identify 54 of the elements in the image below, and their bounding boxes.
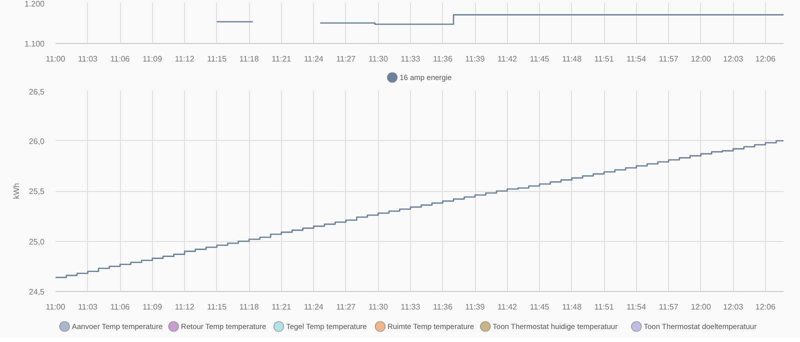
x-tick-label: 11:42 — [498, 302, 518, 312]
x-tick-label: 11:00 — [46, 54, 66, 64]
x-tick-label: 11:57 — [658, 302, 679, 312]
y-tick-label: 24,5 — [28, 288, 46, 296]
y-tick-label: 26,0 — [28, 136, 46, 146]
x-tick-label: 11:03 — [78, 54, 98, 64]
x-tick-label: 11:03 — [78, 302, 98, 312]
x-tick-label: 11:45 — [530, 302, 550, 312]
x-tick-label: 11:18 — [239, 54, 260, 64]
x-tick-label: 11:33 — [400, 302, 421, 312]
x-tick-label: 11:12 — [174, 302, 195, 312]
x-tick-label: 11:09 — [142, 302, 163, 312]
x-tick-label: 11:06 — [110, 54, 130, 64]
x-tick-label: 11:00 — [46, 302, 66, 312]
y-tick-label: 1.100 — [24, 40, 46, 48]
x-tick-label: 11:36 — [433, 54, 453, 64]
x-tick-label: 11:21 — [272, 302, 292, 312]
x-tick-label: 12:03 — [723, 302, 744, 312]
x-tick-label: 12:06 — [755, 302, 776, 312]
x-tick-label: 11:06 — [110, 302, 130, 312]
x-tick-label: 11:42 — [498, 54, 518, 64]
x-tick-label: 11:48 — [562, 302, 582, 312]
x-tick-label: 11:09 — [142, 54, 163, 64]
x-tick-label: 11:39 — [465, 54, 486, 64]
y-tick-label: 25,5 — [28, 187, 46, 196]
x-tick-label: 11:54 — [626, 54, 647, 64]
x-tick-label: 11:51 — [594, 54, 614, 64]
x-tick-label: 11:30 — [368, 302, 388, 312]
x-tick-label: 11:48 — [562, 54, 582, 64]
x-tick-label: 11:12 — [174, 54, 195, 64]
x-tick-label: 11:57 — [658, 54, 679, 64]
x-tick-label: 11:51 — [594, 302, 614, 312]
x-tick-label: 11:24 — [304, 54, 324, 64]
x-tick-label: 11:15 — [207, 302, 228, 312]
x-tick-label: 11:39 — [465, 302, 486, 312]
x-tick-label: 11:33 — [400, 54, 421, 64]
x-tick-label: 11:36 — [433, 302, 453, 312]
y-tick-label: 25,0 — [28, 237, 46, 246]
y-tick-label: 26,5 — [28, 88, 46, 96]
x-tick-label: 11:15 — [207, 54, 228, 64]
x-tick-label: 11:27 — [336, 54, 356, 64]
x-tick-label: 11:24 — [304, 302, 324, 312]
x-tick-label: 12:06 — [755, 54, 776, 64]
x-tick-label: 11:54 — [626, 302, 647, 312]
x-tick-label: 11:27 — [336, 302, 356, 312]
x-tick-label: 11:45 — [530, 54, 550, 64]
x-tick-label: 12:00 — [690, 302, 712, 312]
x-tick-label: 11:18 — [239, 302, 260, 312]
y-tick-label: 1.200 — [24, 0, 46, 8]
x-tick-label: 11:21 — [272, 54, 292, 64]
x-tick-label: 12:00 — [690, 54, 712, 64]
x-tick-label: 11:30 — [368, 54, 388, 64]
y-axis-title: kWh — [12, 183, 21, 199]
x-tick-label: 12:03 — [723, 54, 744, 64]
